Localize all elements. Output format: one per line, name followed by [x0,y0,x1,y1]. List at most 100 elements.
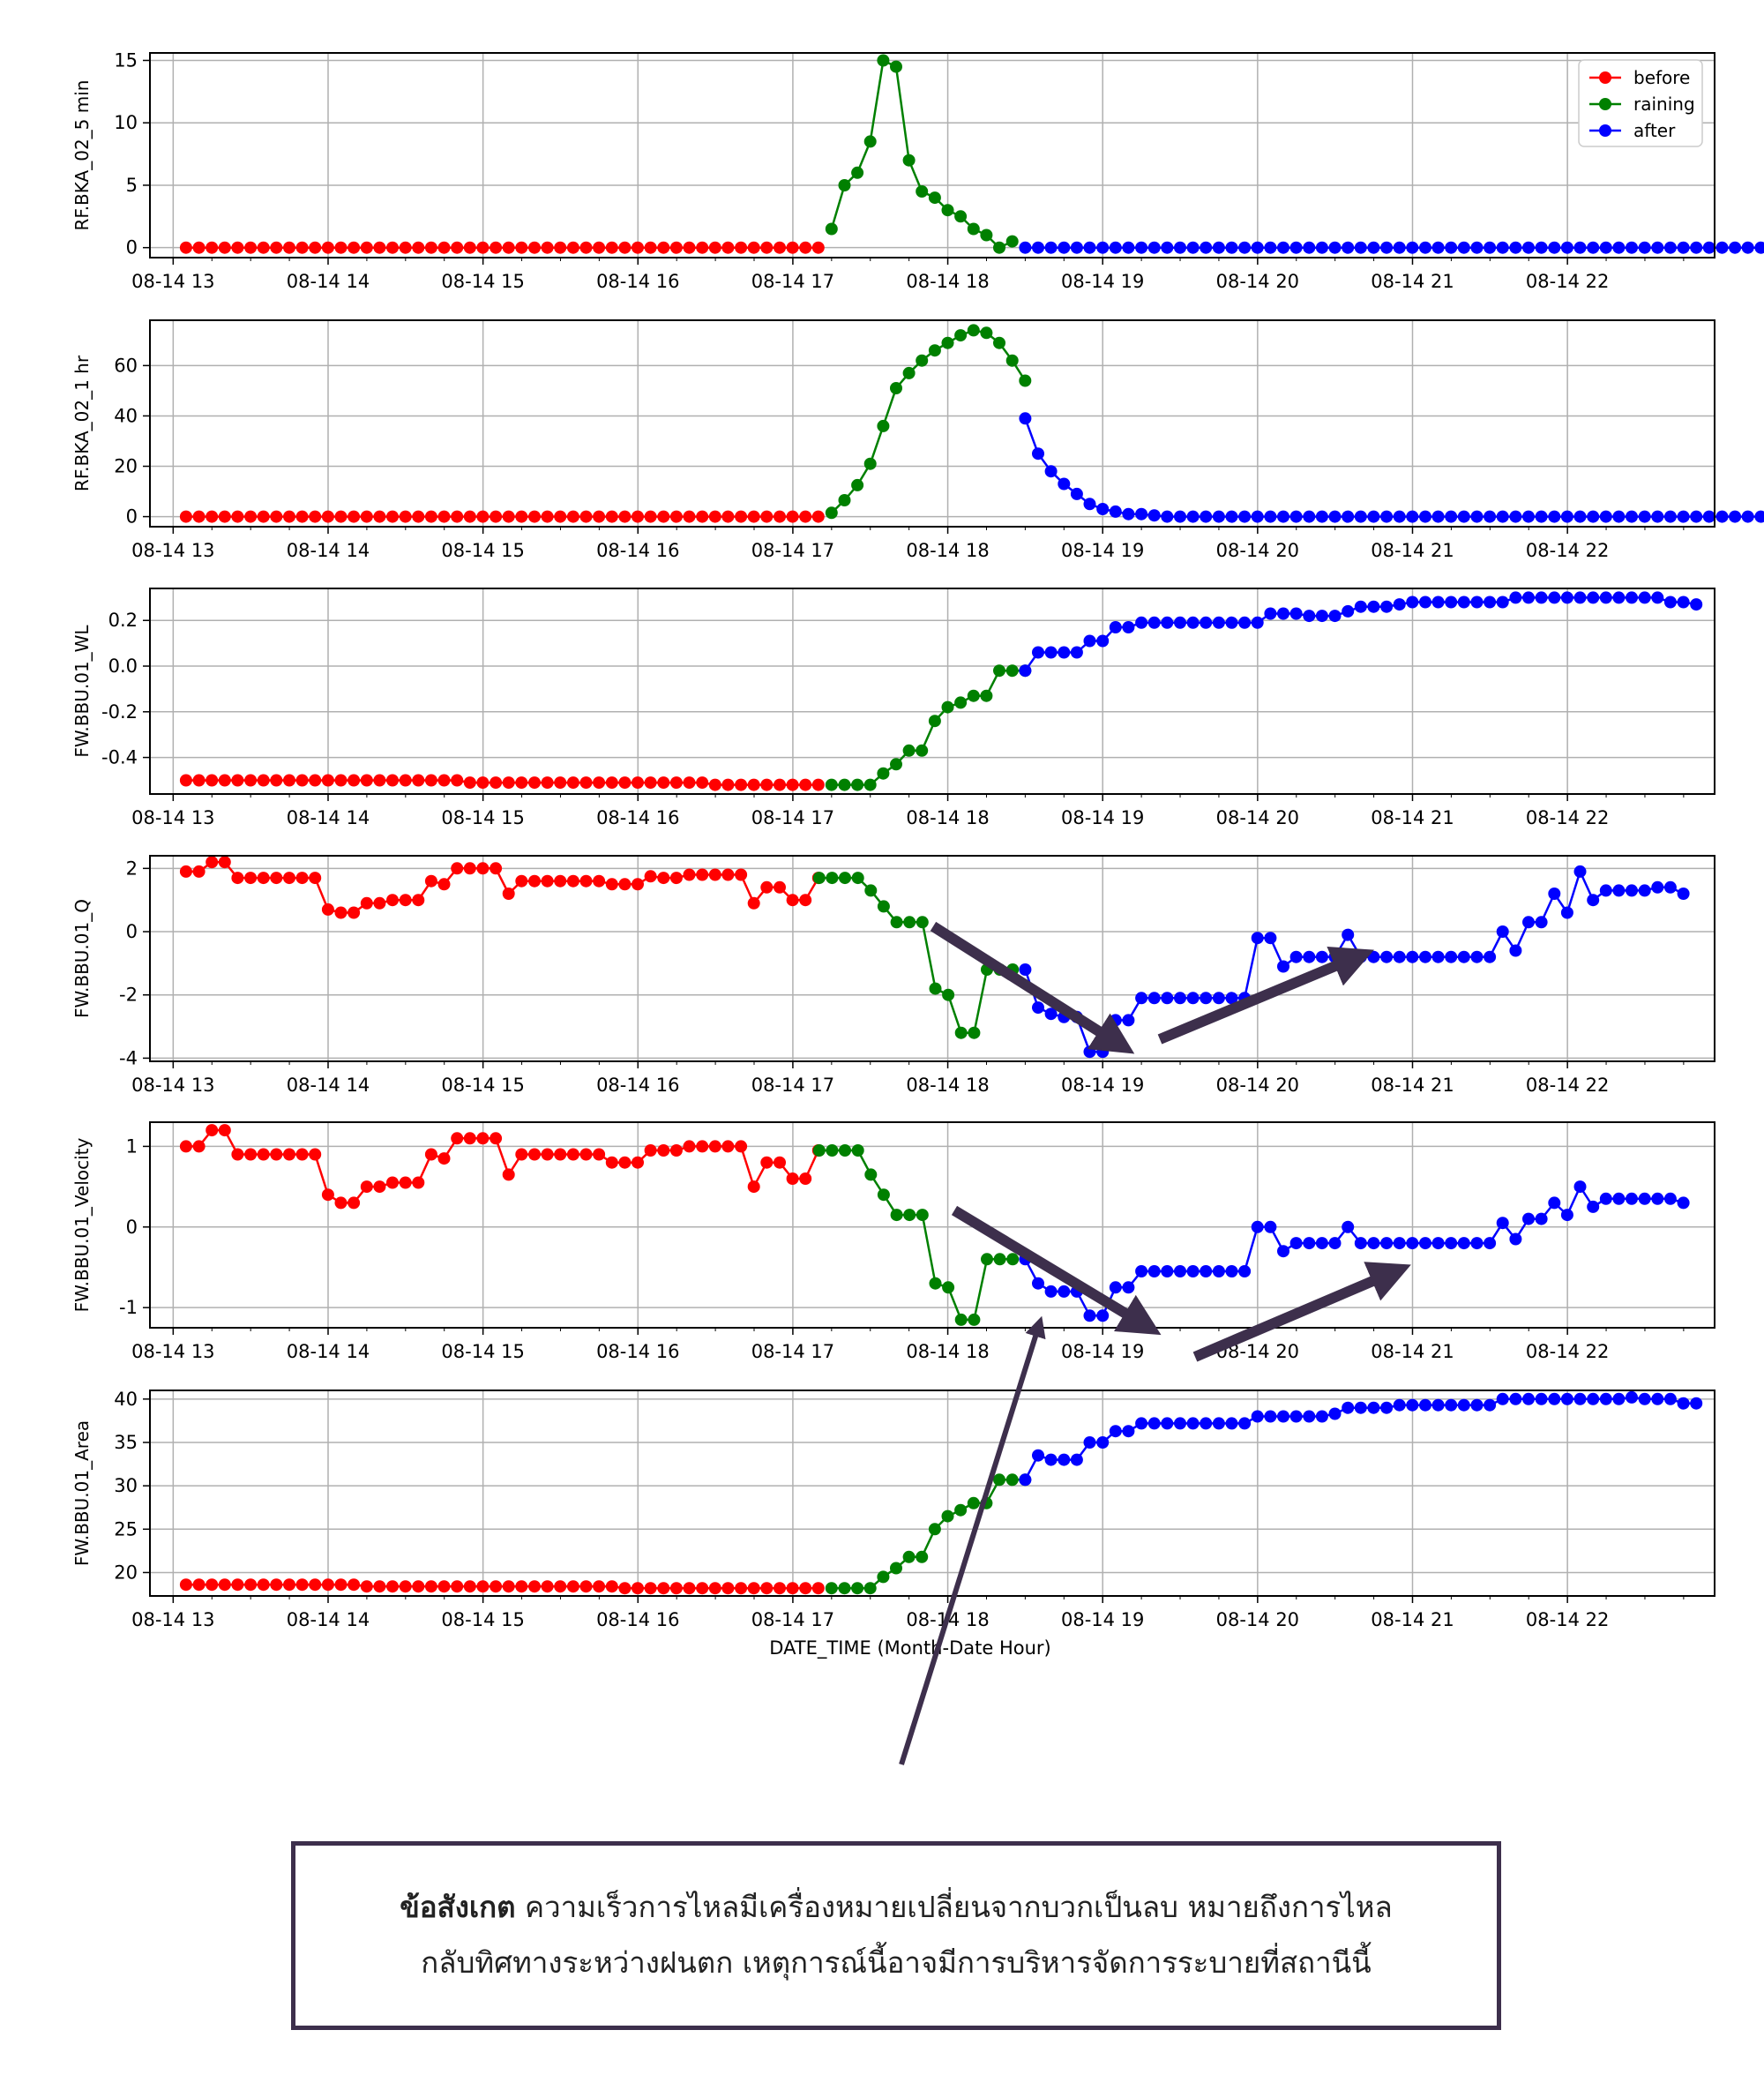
data-point-before [644,1144,657,1157]
data-point-after [1663,880,1677,894]
data-point-before [192,865,206,878]
data-point-after [1044,1453,1058,1466]
data-point-before [669,776,683,790]
data-point-after [1315,950,1328,963]
data-point-before [179,1140,192,1153]
data-point-before [270,510,283,523]
data-point-after [1419,510,1431,523]
data-point-before [708,1140,721,1153]
data-point-before [811,241,825,254]
data-point-raining [929,1277,942,1290]
data-point-after [1457,596,1470,609]
data-point-raining [941,1509,954,1523]
data-point-before [760,880,774,894]
data-point-before [528,1148,541,1161]
data-point-before [799,778,812,791]
data-point-raining [1005,354,1019,367]
y-tick-label: 30 [114,1475,138,1496]
data-point-after [1161,992,1174,1005]
y-tick-label: 0.0 [108,655,138,677]
data-point-after [1109,505,1122,518]
x-tick-label: 08-14 21 [1371,807,1454,828]
data-point-after [1380,241,1394,254]
data-point-before [295,241,309,254]
data-point-raining [838,494,851,506]
data-point-before [605,241,618,254]
data-point-before [321,1188,334,1202]
data-point-raining [993,241,1005,254]
data-point-raining [877,1188,890,1202]
data-point-after [1406,510,1419,523]
data-point-after [1277,607,1289,620]
data-point-after [1612,1192,1626,1205]
x-tick-label: 08-14 19 [1061,540,1144,561]
data-point-after [1303,1410,1316,1423]
data-point-after [1212,616,1225,629]
x-tick-label: 08-14 21 [1371,1609,1454,1630]
data-point-after [1509,1392,1522,1405]
data-point-after [1212,1265,1225,1277]
data-point-after [1419,1237,1431,1250]
data-point-after [1251,616,1264,629]
data-point-after [1626,1192,1638,1205]
data-point-raining [981,963,993,976]
data-point-before [799,241,812,254]
data-point-before [593,1580,606,1593]
data-point-before [490,862,503,875]
data-point-raining [1019,374,1032,387]
data-point-after [1626,241,1638,254]
data-point-before [605,1156,618,1169]
series-line-after [1024,868,1685,1053]
data-point-after [1122,1014,1135,1027]
data-point-raining [993,1473,1005,1487]
data-point-after [1484,1398,1497,1412]
data-point-before [683,510,696,523]
data-point-before [579,510,593,523]
data-point-after [1122,1425,1135,1438]
data-point-raining [851,478,864,491]
data-point-after [1070,1010,1083,1023]
data-point-before [579,874,593,888]
data-point-after [1535,591,1548,604]
data-point-before [437,1152,451,1165]
data-point-after [1380,510,1394,523]
data-point-raining [916,916,929,929]
data-point-raining [812,872,826,885]
data-point-before [373,896,386,910]
data-point-after [1754,510,1764,523]
data-point-after [1431,950,1445,963]
data-point-before [424,241,437,254]
data-point-before [295,1148,309,1161]
x-tick-label: 08-14 15 [441,1609,524,1630]
data-point-before [386,894,399,907]
data-point-raining [890,382,902,394]
data-point-after [1070,241,1083,254]
x-tick-label: 08-14 16 [596,1609,679,1630]
data-point-raining [928,1523,941,1536]
data-point-before [554,510,567,523]
data-point-before [774,1156,786,1169]
data-point-after [1406,596,1419,609]
data-point-after [1651,880,1664,894]
data-point-before [218,241,231,254]
data-point-before [231,1578,244,1592]
data-point-after [1303,950,1316,963]
data-point-before [696,241,709,254]
data-point-after [1509,510,1522,523]
data-point-before [399,510,412,523]
data-point-after [1431,1237,1445,1250]
y-tick-label: -1 [119,1297,138,1318]
data-point-after [1419,950,1431,963]
data-point-raining [890,916,903,929]
data-point-before [657,1582,670,1595]
data-point-after [1044,1008,1058,1021]
data-point-before [399,894,412,907]
data-point-after [1599,510,1612,523]
data-point-after [1147,616,1161,629]
data-point-before [605,1580,618,1593]
data-point-before [360,241,373,254]
series-line-after [1024,1184,1684,1317]
data-point-before [412,774,425,787]
data-point-after [1186,992,1200,1005]
subplot-6: 08-14 13 08-14 14 08-14 15 08-14 16 08-14 17… [71,1389,1715,1659]
